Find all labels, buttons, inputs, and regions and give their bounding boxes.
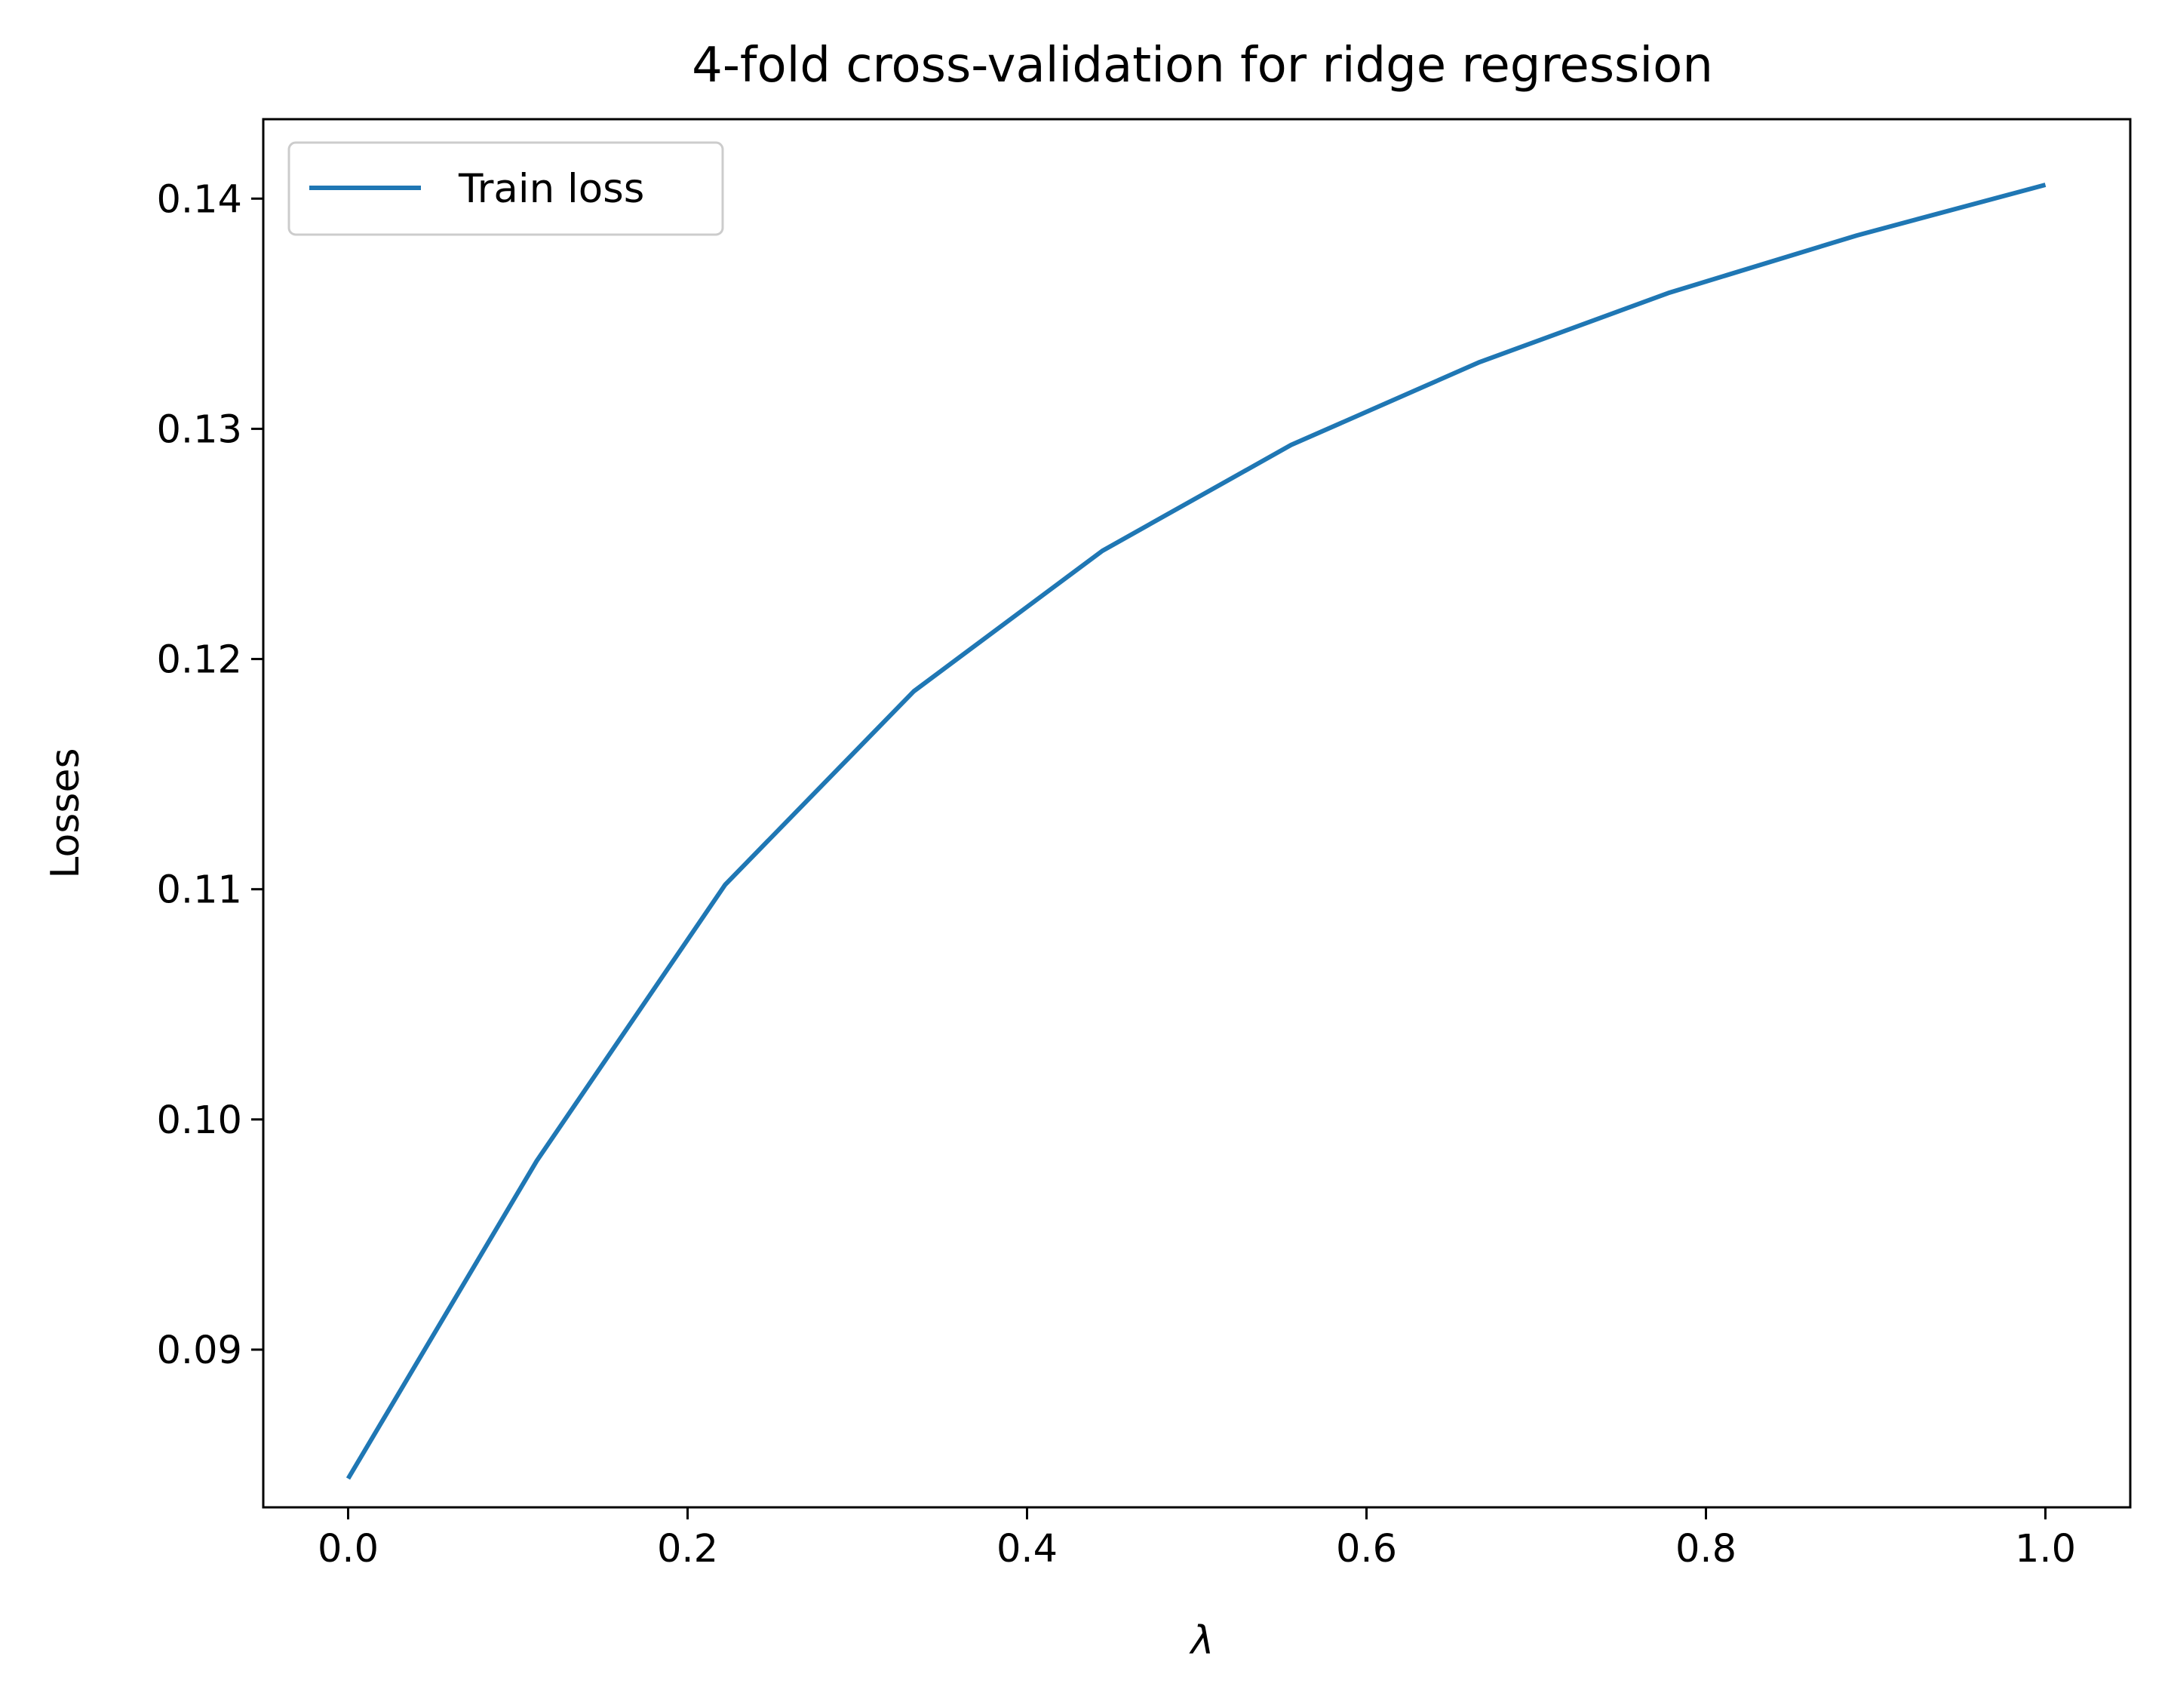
x-tick-label: 0.6 xyxy=(1336,1527,1397,1571)
data-point xyxy=(1289,443,1294,447)
data-point xyxy=(1478,360,1482,364)
y-tick-label: 0.14 xyxy=(156,177,242,222)
x-axis: 0.0 0.2 0.4 0.6 0.8 1.0 xyxy=(318,1507,2076,1571)
legend-frame xyxy=(287,141,724,236)
legend-label-train-loss: Train loss xyxy=(458,166,644,212)
x-tick-label: 0.0 xyxy=(318,1527,379,1571)
data-point xyxy=(534,1159,539,1163)
data-point xyxy=(911,689,916,693)
y-axis: 0.09 0.10 0.11 0.12 0.13 0.14 xyxy=(156,177,263,1373)
x-tick-label: 1.0 xyxy=(2015,1527,2076,1571)
y-tick-label: 0.12 xyxy=(156,638,242,683)
plot-frame xyxy=(262,118,2132,1509)
x-tick-label: 0.8 xyxy=(1675,1527,1736,1571)
plot-area xyxy=(263,119,2130,1507)
chart-title: 4-fold cross-validation for ridge regres… xyxy=(692,38,1713,94)
x-axis-label: λ xyxy=(1189,1618,1214,1663)
y-axis-label: Losses xyxy=(43,748,88,878)
series-line-train-loss xyxy=(345,183,2047,1480)
data-point xyxy=(1855,233,1859,238)
data-point xyxy=(346,1476,351,1481)
data-point xyxy=(723,883,727,887)
y-tick-label: 0.10 xyxy=(156,1098,242,1143)
y-tick-label: 0.09 xyxy=(156,1329,242,1373)
data-point xyxy=(1666,290,1671,295)
x-tick-label: 0.4 xyxy=(996,1527,1058,1571)
legend: Train loss xyxy=(287,141,724,236)
y-tick-label: 0.11 xyxy=(156,868,242,913)
y-tick-label: 0.13 xyxy=(156,407,242,452)
series-layer xyxy=(345,183,2048,1481)
x-tick-label: 0.2 xyxy=(657,1527,718,1571)
data-point xyxy=(2044,183,2048,187)
data-point xyxy=(1100,548,1104,553)
